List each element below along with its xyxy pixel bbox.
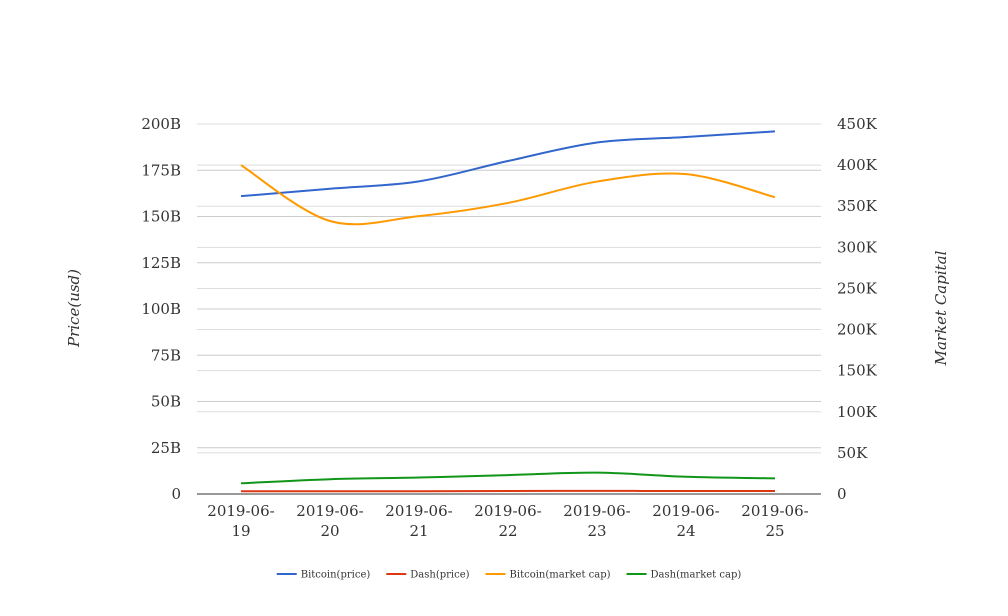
- right-tick-label: 300K: [837, 238, 878, 256]
- legend-item: Bitcoin(market cap): [485, 570, 611, 581]
- legend: Bitcoin(price) Dash(price) Bitcoin(market …: [276, 570, 742, 581]
- x-tick-label: 20: [320, 522, 339, 540]
- left-tick-label: 175B: [141, 161, 181, 179]
- left-tick-label: 50B: [151, 393, 181, 411]
- legend-label: Bitcoin(price): [301, 570, 371, 581]
- series-line-dash-market-cap: [240, 471, 776, 485]
- left-tick-label: 150B: [141, 208, 181, 226]
- x-axis-ticks: 2019-06- 19 2019-06- 20 2019-06- 21 2019-06- 22…: [207, 502, 808, 540]
- series-line-bitcoin-market-cap: [240, 164, 776, 226]
- x-tick-label: 24: [676, 522, 695, 540]
- right-axis-ticks: 0 50K 100K 150K 200K 250K 300K 350K 400K 450K: [837, 115, 878, 503]
- x-tick-label: 2019-06-: [563, 502, 630, 520]
- x-tick-label: 2019-06-: [652, 502, 719, 520]
- legend-label: Dash(market cap): [651, 570, 742, 581]
- right-tick-label: 100K: [837, 403, 878, 421]
- left-tick-label: 125B: [141, 254, 181, 272]
- legend-item: Bitcoin(price): [276, 570, 371, 581]
- x-tick-label: 2019-06-: [296, 502, 363, 520]
- x-tick-label: 2019-06-: [385, 502, 452, 520]
- series-line-bitcoin-price: [240, 130, 776, 198]
- left-tick-label: 200B: [141, 115, 181, 133]
- x-tick-label: 2019-06-: [741, 502, 808, 520]
- right-tick-label: 250K: [837, 279, 878, 297]
- right-tick-label: 150K: [837, 362, 878, 380]
- x-tick-label: 19: [231, 522, 250, 540]
- x-tick-label: 21: [409, 522, 428, 540]
- right-tick-label: 350K: [837, 197, 878, 215]
- left-tick-label: 0: [171, 485, 181, 503]
- grid-layer: [197, 123, 821, 454]
- left-tick-label: 75B: [151, 346, 181, 364]
- left-tick-label: 25B: [151, 439, 181, 457]
- legend-item: Dash(price): [386, 570, 470, 581]
- left-tick-label: 100B: [141, 300, 181, 318]
- x-tick-label: 23: [587, 522, 606, 540]
- left-axis-ticks: 0 25B 50B 75B 100B 125B 150B 175B 200B: [141, 115, 181, 503]
- left-axis-title: Price(usd): [65, 269, 83, 348]
- right-axis-title: Market Capital: [932, 250, 950, 366]
- right-tick-label: 50K: [837, 444, 868, 462]
- right-tick-label: 0: [837, 485, 847, 503]
- right-tick-label: 400K: [837, 156, 878, 174]
- right-tick-label: 450K: [837, 115, 878, 133]
- series-layer: [240, 130, 776, 493]
- x-tick-label: 2019-06-: [474, 502, 541, 520]
- x-tick-label: 22: [498, 522, 517, 540]
- legend-label: Dash(price): [410, 570, 469, 581]
- legend-label: Bitcoin(market cap): [510, 570, 611, 581]
- legend-item: Dash(market cap): [626, 570, 742, 581]
- x-tick-label: 25: [765, 522, 784, 540]
- x-tick-label: 2019-06-: [207, 502, 274, 520]
- right-tick-label: 200K: [837, 321, 878, 339]
